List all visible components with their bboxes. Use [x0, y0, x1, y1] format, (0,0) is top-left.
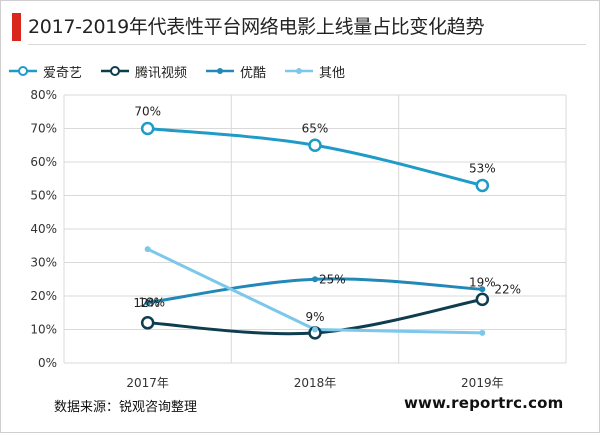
data-label-youku: 18%: [138, 296, 165, 310]
data-label-iqiyi: 70%: [134, 105, 161, 119]
data-point-youku: [144, 299, 151, 306]
y-tick-label: 10%: [30, 323, 57, 337]
data-point-other: [144, 246, 151, 253]
y-tick-label: 30%: [30, 256, 57, 270]
series-line-youku: [146, 277, 484, 305]
legend-item-youku: 优酷: [205, 62, 266, 81]
data-label-youku: 25%: [319, 272, 346, 286]
data-point-youku: [479, 286, 486, 293]
y-tick-label: 50%: [30, 189, 57, 203]
legend-item-iqiyi: 爱奇艺: [8, 62, 82, 81]
data-point-other: [312, 326, 318, 333]
data-point-other: [479, 329, 486, 336]
data-point-iqiyi: [475, 178, 490, 193]
data-label-tencent: 9%: [305, 310, 324, 324]
x-tick-label: 2018年: [294, 376, 337, 390]
legend-item-tencent: 腾讯视频: [100, 62, 187, 81]
data-label-iqiyi: 53%: [469, 161, 496, 175]
y-tick-label: 80%: [30, 88, 57, 102]
legend-label-iqiyi: 爱奇艺: [43, 65, 83, 81]
y-tick-label: 40%: [30, 222, 57, 236]
data-point-iqiyi: [140, 121, 155, 136]
title-divider: [28, 44, 586, 45]
data-label-tencent: 12%: [133, 296, 160, 310]
legend-label-youku: 优酷: [240, 65, 267, 81]
legend-item-other: 其他: [284, 62, 345, 81]
data-label-tencent: 19%: [469, 275, 496, 289]
legend-label-other: 其他: [319, 65, 346, 81]
data-label-iqiyi: 65%: [302, 121, 329, 135]
legend-marker-iqiyi: [9, 66, 37, 76]
data-source-note: 数据来源：锐观咨询整理: [54, 400, 198, 415]
legend-marker-other: [285, 68, 314, 74]
data-point-youku: [312, 276, 318, 283]
data-label-youku: 22%: [494, 282, 521, 296]
chart-title: 2017-2019年代表性平台网络电影上线量占比变化趋势: [28, 16, 485, 38]
x-tick-label: 2017年: [126, 376, 169, 390]
y-tick-label: 70%: [30, 122, 57, 136]
y-tick-label: 20%: [30, 289, 57, 303]
y-tick-label: 60%: [30, 155, 57, 169]
title-accent-bar: [12, 13, 21, 41]
x-tick-label: 2019年: [461, 376, 504, 390]
y-tick-label: 0%: [38, 356, 57, 370]
legend-label-tencent: 腾讯视频: [135, 65, 188, 81]
data-point-tencent: [140, 316, 155, 330]
data-point-iqiyi: [308, 138, 322, 152]
data-point-tencent: [475, 292, 490, 307]
legend-marker-tencent: [101, 66, 130, 76]
website-url: www.reportrc.com: [404, 394, 564, 412]
series-line-iqiyi: [146, 127, 484, 187]
legend: 爱奇艺 腾讯视频 优酷 其他: [8, 60, 363, 82]
legend-marker-youku: [206, 68, 235, 74]
